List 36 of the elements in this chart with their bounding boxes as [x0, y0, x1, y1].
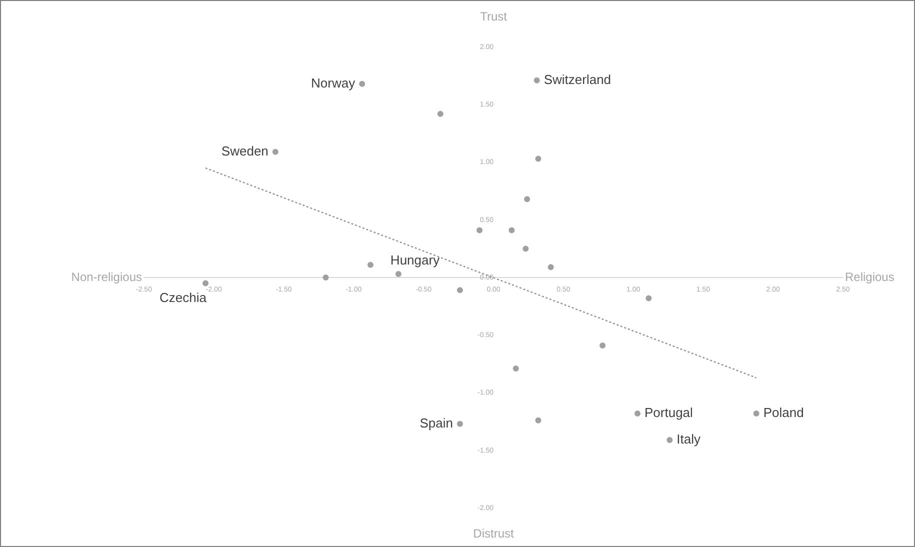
point [456, 287, 463, 294]
annotation: Switzerland [544, 72, 612, 87]
annotation: Portugal [644, 405, 694, 420]
point [666, 437, 673, 444]
text: Trust [480, 9, 508, 24]
point [522, 246, 529, 252]
point [437, 110, 444, 117]
point [508, 227, 515, 234]
point [524, 196, 530, 202]
point [646, 295, 652, 302]
point [359, 80, 366, 87]
point [395, 271, 402, 278]
point [476, 227, 483, 234]
point [548, 264, 554, 270]
annotation: Czechia [160, 290, 208, 305]
text: Religious [845, 270, 894, 284]
text: Distrust [473, 526, 514, 540]
point [367, 262, 374, 268]
point [535, 156, 542, 162]
annotation: Sweden [221, 143, 268, 158]
annotation: Spain [420, 415, 453, 430]
point [535, 417, 542, 424]
annotation: Poland [763, 405, 804, 420]
point [512, 366, 519, 372]
point [456, 420, 463, 427]
text: Non-religious [71, 270, 142, 284]
annotation: Hungary [390, 252, 440, 268]
point [753, 410, 760, 416]
point [322, 274, 329, 280]
point [202, 280, 209, 286]
point [634, 410, 640, 416]
annotation: Italy [676, 432, 701, 447]
annotation: Norway [311, 75, 356, 90]
point [272, 148, 278, 155]
point [600, 342, 606, 348]
point [534, 77, 540, 84]
